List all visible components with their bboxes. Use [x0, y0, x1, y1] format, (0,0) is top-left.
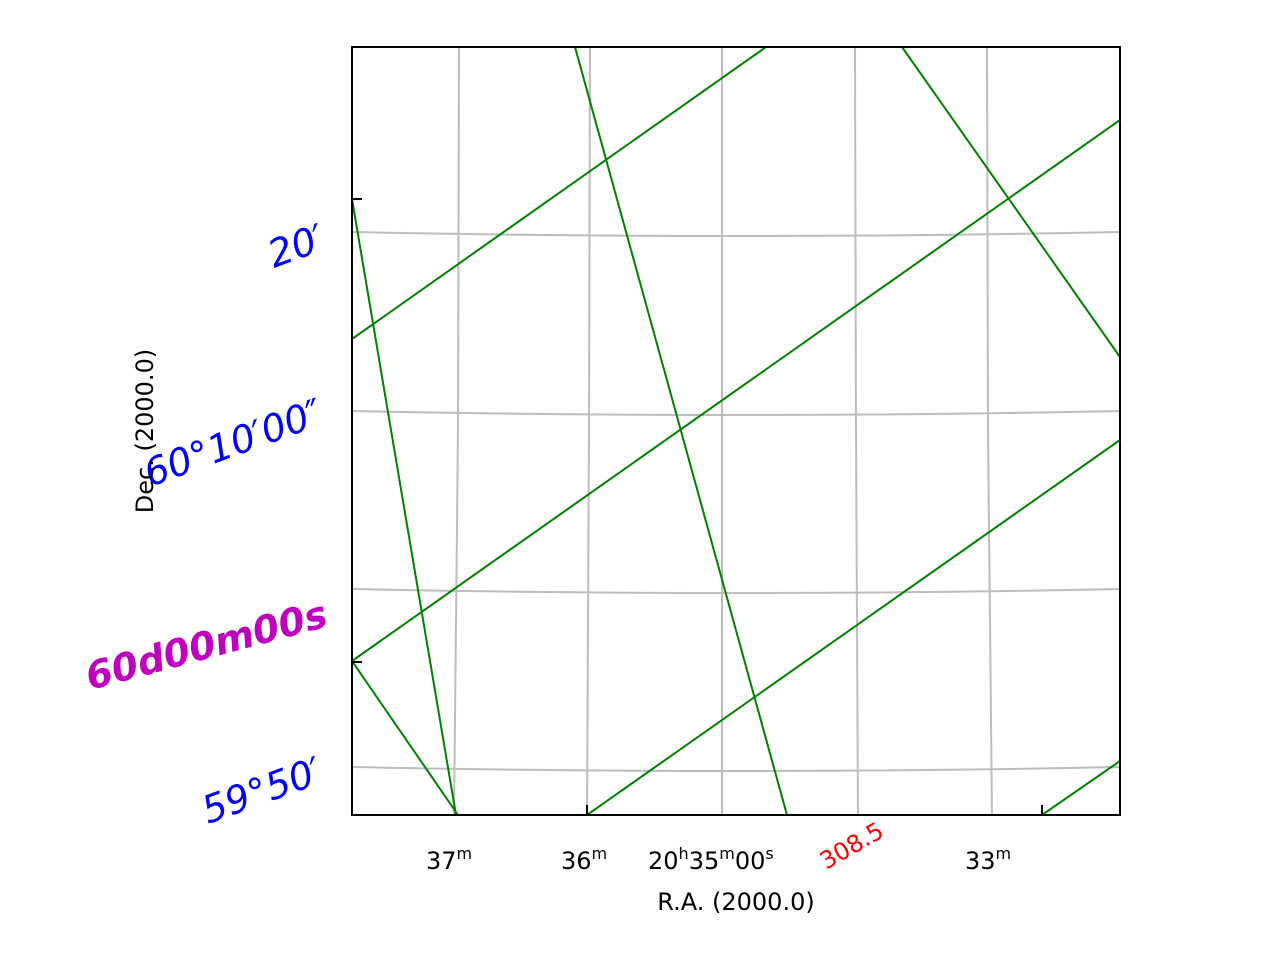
- y-tick-labels: 20′ 60°10′00″ 59°50′ 60d00m00s: [81, 215, 332, 832]
- y-tick-label: 59°50′: [196, 748, 328, 832]
- overlay-line: [574, 47, 788, 815]
- y-special-tick-label: 60d00m00s: [81, 592, 332, 699]
- grid-dec-line: [352, 588, 1120, 594]
- galactic-tick-label: 308.5: [815, 817, 889, 876]
- plot-frame: [351, 46, 1121, 816]
- grid-ra-line: [453, 47, 460, 815]
- x-tick-labels: 37m 36m 20h35m00s 33m: [426, 844, 1011, 875]
- grid-dec-line: [352, 766, 1120, 772]
- x-tick-label: 33m: [965, 844, 1011, 875]
- grid-ra-line: [986, 47, 993, 815]
- overlay-line: [901, 47, 1120, 358]
- y-tick-label: 20′: [262, 215, 331, 276]
- overlay-line: [352, 119, 1120, 662]
- overlay-line: [352, 660, 459, 815]
- grid-lines: [352, 47, 1120, 815]
- ticks: [352, 198, 1043, 815]
- grid-dec-line: [352, 231, 1120, 237]
- x-tick-label: 36m: [561, 844, 607, 875]
- overlay-line: [352, 198, 457, 815]
- overlay-line: [1041, 760, 1120, 815]
- y-tick-label: 60°10′00″: [138, 390, 329, 495]
- y-axis-label: Dec. (2000.0): [131, 349, 159, 513]
- overlay-line: [586, 439, 1120, 815]
- grid-dec-line: [352, 410, 1120, 416]
- grid-ra-line: [854, 47, 859, 815]
- galactic-overlay-lines: [352, 47, 1120, 815]
- grid-ra-line: [586, 47, 591, 815]
- x-axis-label: R.A. (2000.0): [657, 888, 814, 916]
- x-tick-label: 20h35m00s: [648, 844, 774, 875]
- x-tick-label: 37m: [426, 844, 472, 875]
- overlay-line: [352, 47, 767, 340]
